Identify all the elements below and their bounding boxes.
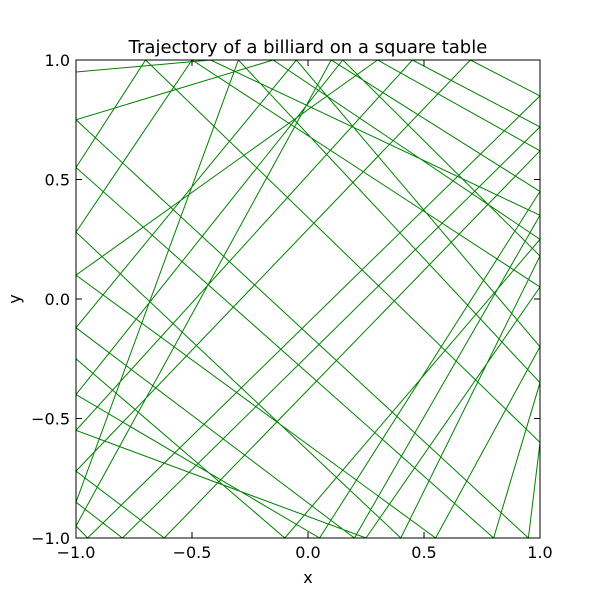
trajectory-line [76, 60, 540, 538]
trajectory-layer [76, 60, 540, 538]
plot-area [76, 60, 540, 538]
x-tick-label: −0.5 [173, 543, 212, 562]
x-tick-label: 1.0 [527, 543, 552, 562]
x-axis-label: x [303, 568, 312, 587]
x-tick-label: −1.0 [57, 543, 96, 562]
y-tick-label: 0.5 [45, 171, 70, 190]
y-tick-label: −0.5 [31, 410, 70, 429]
x-tick-label: 0.5 [411, 543, 436, 562]
y-axis-label: y [5, 294, 24, 303]
y-tick-label: −1.0 [31, 529, 70, 548]
chart-title: Trajectory of a billiard on a square tab… [128, 37, 488, 58]
y-tick-label: 0.0 [45, 290, 70, 309]
ticks-layer: −1.0 −0.5 0.0 0.5 1.0 −1.0 −0.5 0.0 0.5 1.0 [31, 51, 553, 562]
x-tick-label: 0.0 [295, 543, 320, 562]
y-tick-label: 1.0 [45, 51, 70, 70]
